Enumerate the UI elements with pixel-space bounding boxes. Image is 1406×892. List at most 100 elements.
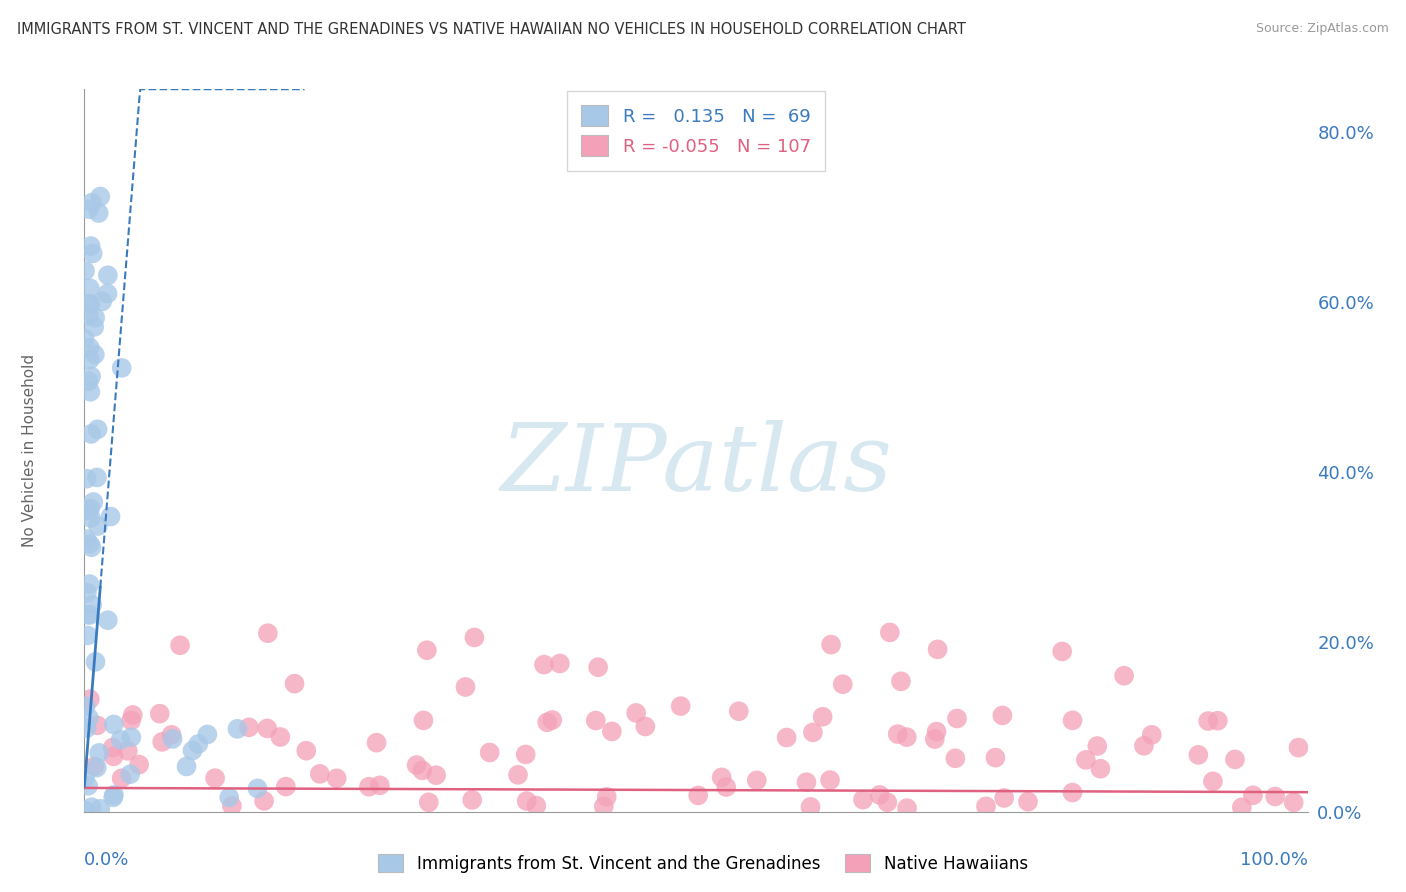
Point [87,519,110,533]
Point [77,309,100,323]
Point [831,677,853,691]
Point [478,746,501,760]
Point [586,660,609,674]
Point [86,422,108,436]
Point [887,727,910,741]
Point [73,264,96,278]
Point [128,757,150,772]
Point [1133,739,1156,753]
Point [688,789,710,803]
Point [257,626,280,640]
Point [73,332,96,346]
Point [1074,753,1097,767]
Point [775,731,797,745]
Point [548,657,571,671]
Point [80,540,103,554]
Point [238,720,260,734]
Point [89,189,111,203]
Point [366,736,388,750]
Point [80,239,103,253]
Point [1187,747,1209,762]
Point [218,790,240,805]
Point [80,511,103,525]
Point [811,710,834,724]
Point [536,715,558,730]
Point [425,768,447,782]
Point [295,744,318,758]
Point [80,369,103,384]
Point [79,692,101,706]
Point [103,717,125,731]
Point [160,728,183,742]
Point [796,775,818,789]
Point [890,674,912,689]
Point [89,746,111,760]
Point [76,585,98,599]
Point [368,778,391,792]
Point [506,768,529,782]
Point [187,737,209,751]
Point [77,297,100,311]
Point [76,721,98,735]
Point [86,470,108,484]
Point [79,607,101,622]
Point [710,770,733,784]
Point [1062,714,1084,728]
Point [75,532,97,546]
Point [269,730,291,744]
Point [1241,789,1264,803]
Point [745,773,768,788]
Point [101,740,124,755]
Point [79,297,101,311]
Point [1050,644,1073,658]
Point [256,722,278,736]
Point [463,631,485,645]
Point [86,718,108,732]
Point [1230,800,1253,814]
Point [82,246,104,260]
Text: IMMIGRANTS FROM ST. VINCENT AND THE GRENADINES VS NATIVE HAWAIIAN NO VEHICLES IN: IMMIGRANTS FROM ST. VINCENT AND THE GREN… [17,22,966,37]
Point [896,801,918,815]
Point [82,495,104,509]
Point [120,730,142,744]
Point [103,790,125,805]
Point [454,680,477,694]
Point [110,732,132,747]
Point [516,794,538,808]
Point [852,792,875,806]
Point [110,772,132,786]
Point [176,759,198,773]
Point [87,206,110,220]
Point [117,744,139,758]
Point [149,706,172,721]
Point [82,598,104,612]
Point [974,799,997,814]
Point [879,625,901,640]
Point [418,795,440,809]
Point [1264,789,1286,804]
Point [76,607,98,622]
Point [1017,795,1039,809]
Point [1140,728,1163,742]
Point [924,732,946,747]
Text: ZIPatlas: ZIPatlas [501,420,891,510]
Point [801,725,824,739]
Point [624,706,647,720]
Point [246,781,269,796]
Point [799,800,821,814]
Text: 100.0%: 100.0% [1240,852,1308,870]
Point [1282,796,1305,810]
Point [76,628,98,642]
Point [162,731,184,746]
Point [896,730,918,744]
Point [592,799,614,814]
Point [97,613,120,627]
Point [226,722,249,736]
Point [416,643,439,657]
Point [946,711,969,725]
Point [181,743,204,757]
Point [1288,740,1310,755]
Point [524,798,547,813]
Point [80,426,103,441]
Point [1062,785,1084,799]
